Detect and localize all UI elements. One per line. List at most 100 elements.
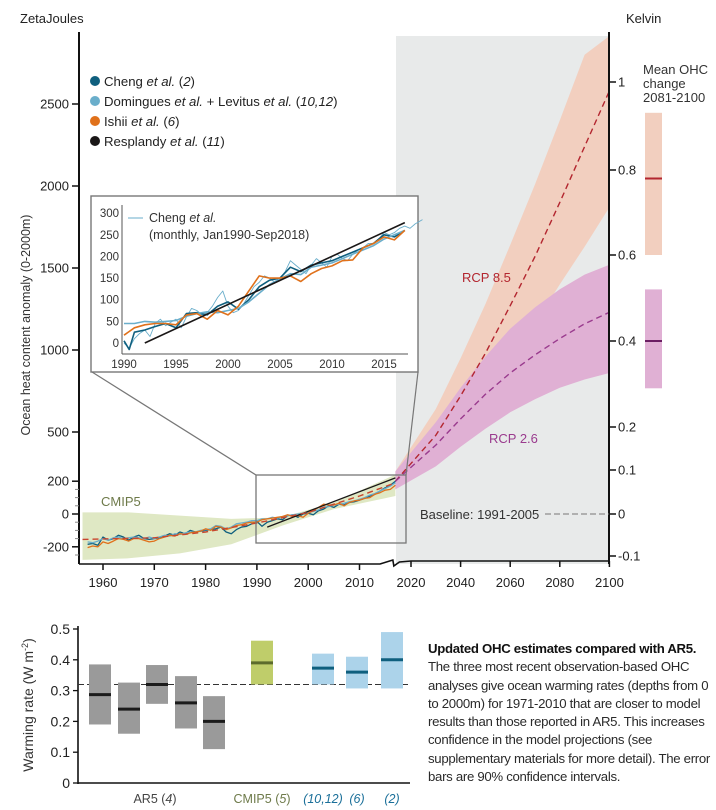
x-tick-label: 1980 (191, 575, 220, 590)
caption-title: Updated OHC estimates compared with AR5. (428, 641, 697, 656)
inset-series-cheng-et-al-2- (123, 229, 406, 351)
x-tick-label: 2080 (545, 575, 574, 590)
warming-rate-chart: 0 0.1 0.2 0.3 0.4 0.5 Warming rate (W m-2) AR5 … (20, 621, 410, 806)
x-tick-label: 2010 (345, 575, 374, 590)
legend-dot (90, 136, 100, 146)
bar-category-label: AR5 (4) (133, 792, 176, 806)
inset-y-tick-label: 100 (100, 295, 119, 307)
band-cmip5 (82, 474, 396, 560)
annotation-rcp-2-6: RCP 2.6 (489, 431, 538, 446)
series-cmip5-mean (82, 482, 396, 541)
y-tick-label-right: 0.4 (618, 334, 636, 349)
legend: Cheng et al. (2) Domingues et al. + Levit… (90, 74, 338, 149)
y-tick-label-left: 200 (47, 474, 69, 489)
x-tick-label: 1970 (140, 575, 169, 590)
bar-category-label: (10,12) (303, 792, 343, 806)
bar-y-tick-label: 0 (62, 775, 70, 791)
annotations: CMIP5 RCP 8.5 RCP 2.6 Baseline: 1991-2005 (101, 270, 609, 522)
y-tick-label-left: -200 (43, 539, 69, 554)
y-tick-label-left: 2500 (40, 97, 69, 112)
legend-dot (90, 116, 100, 126)
annotation-cmip5: CMIP5 (101, 494, 141, 509)
main-chart: 1960 1970 1980 1990 2000 2010 2020 2040 2060 2080… (19, 11, 708, 590)
inset-x-tick-label: 2015 (371, 359, 397, 371)
bar-y-tick-label: 0.4 (51, 652, 71, 668)
bar-y-tick-label: 0.1 (51, 744, 71, 760)
y-tick-label-left: 2000 (40, 179, 69, 194)
y-tick-label-right: 0.6 (618, 248, 636, 263)
y-tick-label-left: 0 (62, 507, 69, 522)
y-tick-label-right: 0.2 (618, 420, 636, 435)
inset-series-resplandy-et-al-11- (144, 221, 406, 344)
y-tick-label-left: 500 (47, 425, 69, 440)
inset-series-ishii-et-al-6- (123, 229, 406, 336)
inset-series-domingues-et-al-levitus-et-al-10-12- (124, 229, 406, 325)
band-rcp-8-5 (395, 36, 610, 490)
legend-dot (90, 96, 100, 106)
y-tick-label-left: 1000 (40, 343, 69, 358)
zoom-connector-left (91, 371, 257, 476)
annotation-rcp-8-5: RCP 8.5 (462, 270, 511, 285)
mean-ohc-bar-rcp-2-6 (645, 289, 662, 389)
annotation-baseline-1991-2005: Baseline: 1991-2005 (420, 507, 539, 522)
x-tick-label: 2060 (496, 575, 525, 590)
bar-y-tick-label: 0.3 (51, 683, 71, 699)
inset-chart: 0 50 100 150 200 250 300 1990 1995 2000 2005 2010 20… (90, 195, 423, 373)
x-tick-label: 1990 (242, 575, 271, 590)
zoom-rectangle (255, 474, 407, 544)
bar-y-tick-label: 0.2 (51, 713, 71, 729)
zoom-connector-right (405, 371, 419, 476)
inset-y-tick-label: 50 (106, 316, 119, 328)
y-tick-label-right: 1 (618, 75, 625, 90)
y-tick-label-right: 0 (618, 507, 625, 522)
inset-x-tick-label: 2010 (319, 359, 345, 371)
right-axis-unit: Kelvin (626, 11, 661, 26)
legend-label: Ishii et al. (6) (104, 114, 180, 129)
bar-category-label: (2) (384, 792, 399, 806)
inset-x-tick-label: 1990 (111, 359, 137, 371)
legend-label: Cheng et al. (2) (104, 74, 195, 89)
left-axis-label: Ocean heat content anomaly (0-2000m) (19, 215, 33, 436)
y-tick-label-right: -0.1 (618, 549, 640, 564)
inset-legend-label-line2: (monthly, Jan1990-Sep2018) (149, 228, 309, 242)
series-domingues-et-al-levitus-et-al-10-12- (87, 482, 396, 544)
series-rcp-8-5-mean (394, 90, 611, 482)
mean-ohc-title-line: Mean OHC (643, 62, 708, 77)
main-axes: 1960 1970 1980 1990 2000 2010 2020 2040 2060 2080… (40, 32, 640, 590)
x-tick-label: 2020 (397, 575, 426, 590)
series-ishii-et-al-6- (87, 484, 396, 549)
mean-ohc-title-line: change (643, 76, 686, 91)
mean-ohc-title-line: 2081-2100 (643, 90, 705, 105)
inset-y-tick-label: 300 (100, 208, 119, 220)
legend-label: Resplandy et al. (11) (104, 134, 225, 149)
x-tick-label: 1960 (89, 575, 118, 590)
inset-x-tick-label: 2000 (215, 359, 241, 371)
bar-category-label: CMIP5 (5) (234, 792, 291, 806)
bar-category-label: (6) (349, 792, 364, 806)
inset-x-tick-label: 2005 (267, 359, 293, 371)
y-tick-label-right: 0.1 (618, 463, 636, 478)
band-rcp-2-6 (395, 264, 610, 490)
inset-y-tick-label: 200 (100, 251, 119, 263)
caption: Updated OHC estimates compared with AR5.… (428, 640, 716, 786)
y-tick-label-left: 1500 (40, 261, 69, 276)
inset-legend-label: Cheng et al. (149, 211, 216, 225)
inset-y-tick-label: 250 (100, 230, 119, 242)
series-resplandy-et-al-11- (266, 477, 396, 528)
x-tick-label: 2040 (446, 575, 475, 590)
inset-y-tick-label: 0 (113, 338, 119, 350)
mean-ohc-bar-rcp-8-5 (645, 112, 662, 255)
bar-y-axis-label: Warming rate (W m-2) (20, 638, 36, 772)
caption-body: The three most recent observation-based … (428, 659, 711, 785)
x-tick-label: 2100 (595, 575, 624, 590)
left-axis-unit: ZetaJoules (20, 11, 84, 26)
series-cheng-et-al-2- (87, 480, 396, 546)
x-tick-label: 2000 (294, 575, 323, 590)
y-tick-label-right: 0.8 (618, 163, 636, 178)
legend-dot (90, 76, 100, 86)
inset-y-tick-label: 150 (100, 273, 119, 285)
zoom-indicator (91, 371, 419, 544)
legend-label: Domingues et al. + Levitus et al. (10,12… (104, 94, 338, 109)
